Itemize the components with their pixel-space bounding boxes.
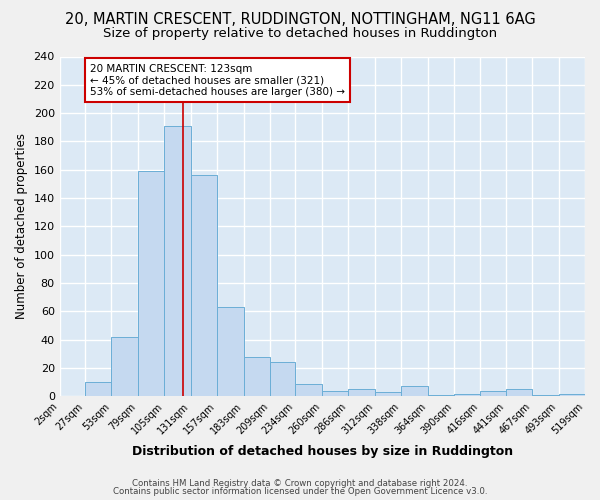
Bar xyxy=(164,126,191,396)
Bar xyxy=(322,390,348,396)
Text: Size of property relative to detached houses in Ruddington: Size of property relative to detached ho… xyxy=(103,28,497,40)
Bar xyxy=(559,394,585,396)
Bar xyxy=(85,382,112,396)
Bar xyxy=(270,362,295,396)
Bar xyxy=(428,395,454,396)
Bar xyxy=(295,384,322,396)
Text: Contains HM Land Registry data © Crown copyright and database right 2024.: Contains HM Land Registry data © Crown c… xyxy=(132,478,468,488)
Y-axis label: Number of detached properties: Number of detached properties xyxy=(15,134,28,320)
Text: Contains public sector information licensed under the Open Government Licence v3: Contains public sector information licen… xyxy=(113,487,487,496)
Text: 20 MARTIN CRESCENT: 123sqm
← 45% of detached houses are smaller (321)
53% of sem: 20 MARTIN CRESCENT: 123sqm ← 45% of deta… xyxy=(90,64,345,97)
Bar xyxy=(506,390,532,396)
Bar xyxy=(191,176,217,396)
Bar xyxy=(112,337,138,396)
Bar xyxy=(401,386,428,396)
Bar xyxy=(348,390,374,396)
Bar xyxy=(138,171,164,396)
Bar xyxy=(374,392,401,396)
Bar xyxy=(244,356,270,397)
Bar xyxy=(217,307,244,396)
Bar xyxy=(481,390,506,396)
Bar xyxy=(454,394,481,396)
X-axis label: Distribution of detached houses by size in Ruddington: Distribution of detached houses by size … xyxy=(132,444,513,458)
Text: 20, MARTIN CRESCENT, RUDDINGTON, NOTTINGHAM, NG11 6AG: 20, MARTIN CRESCENT, RUDDINGTON, NOTTING… xyxy=(65,12,535,28)
Bar xyxy=(532,395,559,396)
